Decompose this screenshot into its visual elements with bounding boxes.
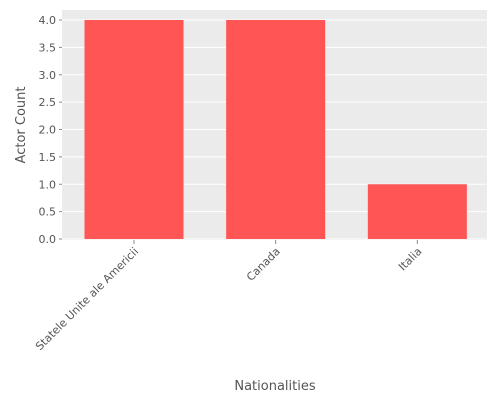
bar bbox=[226, 20, 326, 239]
y-tick-label: 1.5 bbox=[39, 151, 57, 164]
y-tick-label: 2.5 bbox=[39, 96, 57, 109]
x-tick-label: Italia bbox=[396, 245, 424, 273]
y-tick-label: 0.0 bbox=[39, 233, 57, 246]
y-tick-label: 3.5 bbox=[39, 41, 57, 54]
bar bbox=[84, 20, 184, 239]
y-tick-label: 2.0 bbox=[39, 124, 57, 137]
y-tick-label: 4.0 bbox=[39, 14, 57, 27]
x-tick-label: Statele Unite ale Americii bbox=[33, 245, 141, 353]
y-tick-label: 0.5 bbox=[39, 206, 57, 219]
bars bbox=[84, 20, 467, 239]
x-axis-ticks: Statele Unite ale Americii Canada Italia bbox=[33, 240, 424, 353]
y-tick-label: 3.0 bbox=[39, 69, 57, 82]
y-axis-ticks: 0.0 0.5 1.0 1.5 2.0 2.5 3.0 3.5 4.0 bbox=[39, 14, 62, 246]
bar bbox=[367, 184, 467, 239]
y-tick-label: 1.0 bbox=[39, 178, 57, 191]
x-axis-title: Nationalities bbox=[234, 379, 315, 394]
y-axis-title: Actor Count bbox=[14, 87, 29, 164]
x-tick-label: Canada bbox=[244, 245, 283, 284]
